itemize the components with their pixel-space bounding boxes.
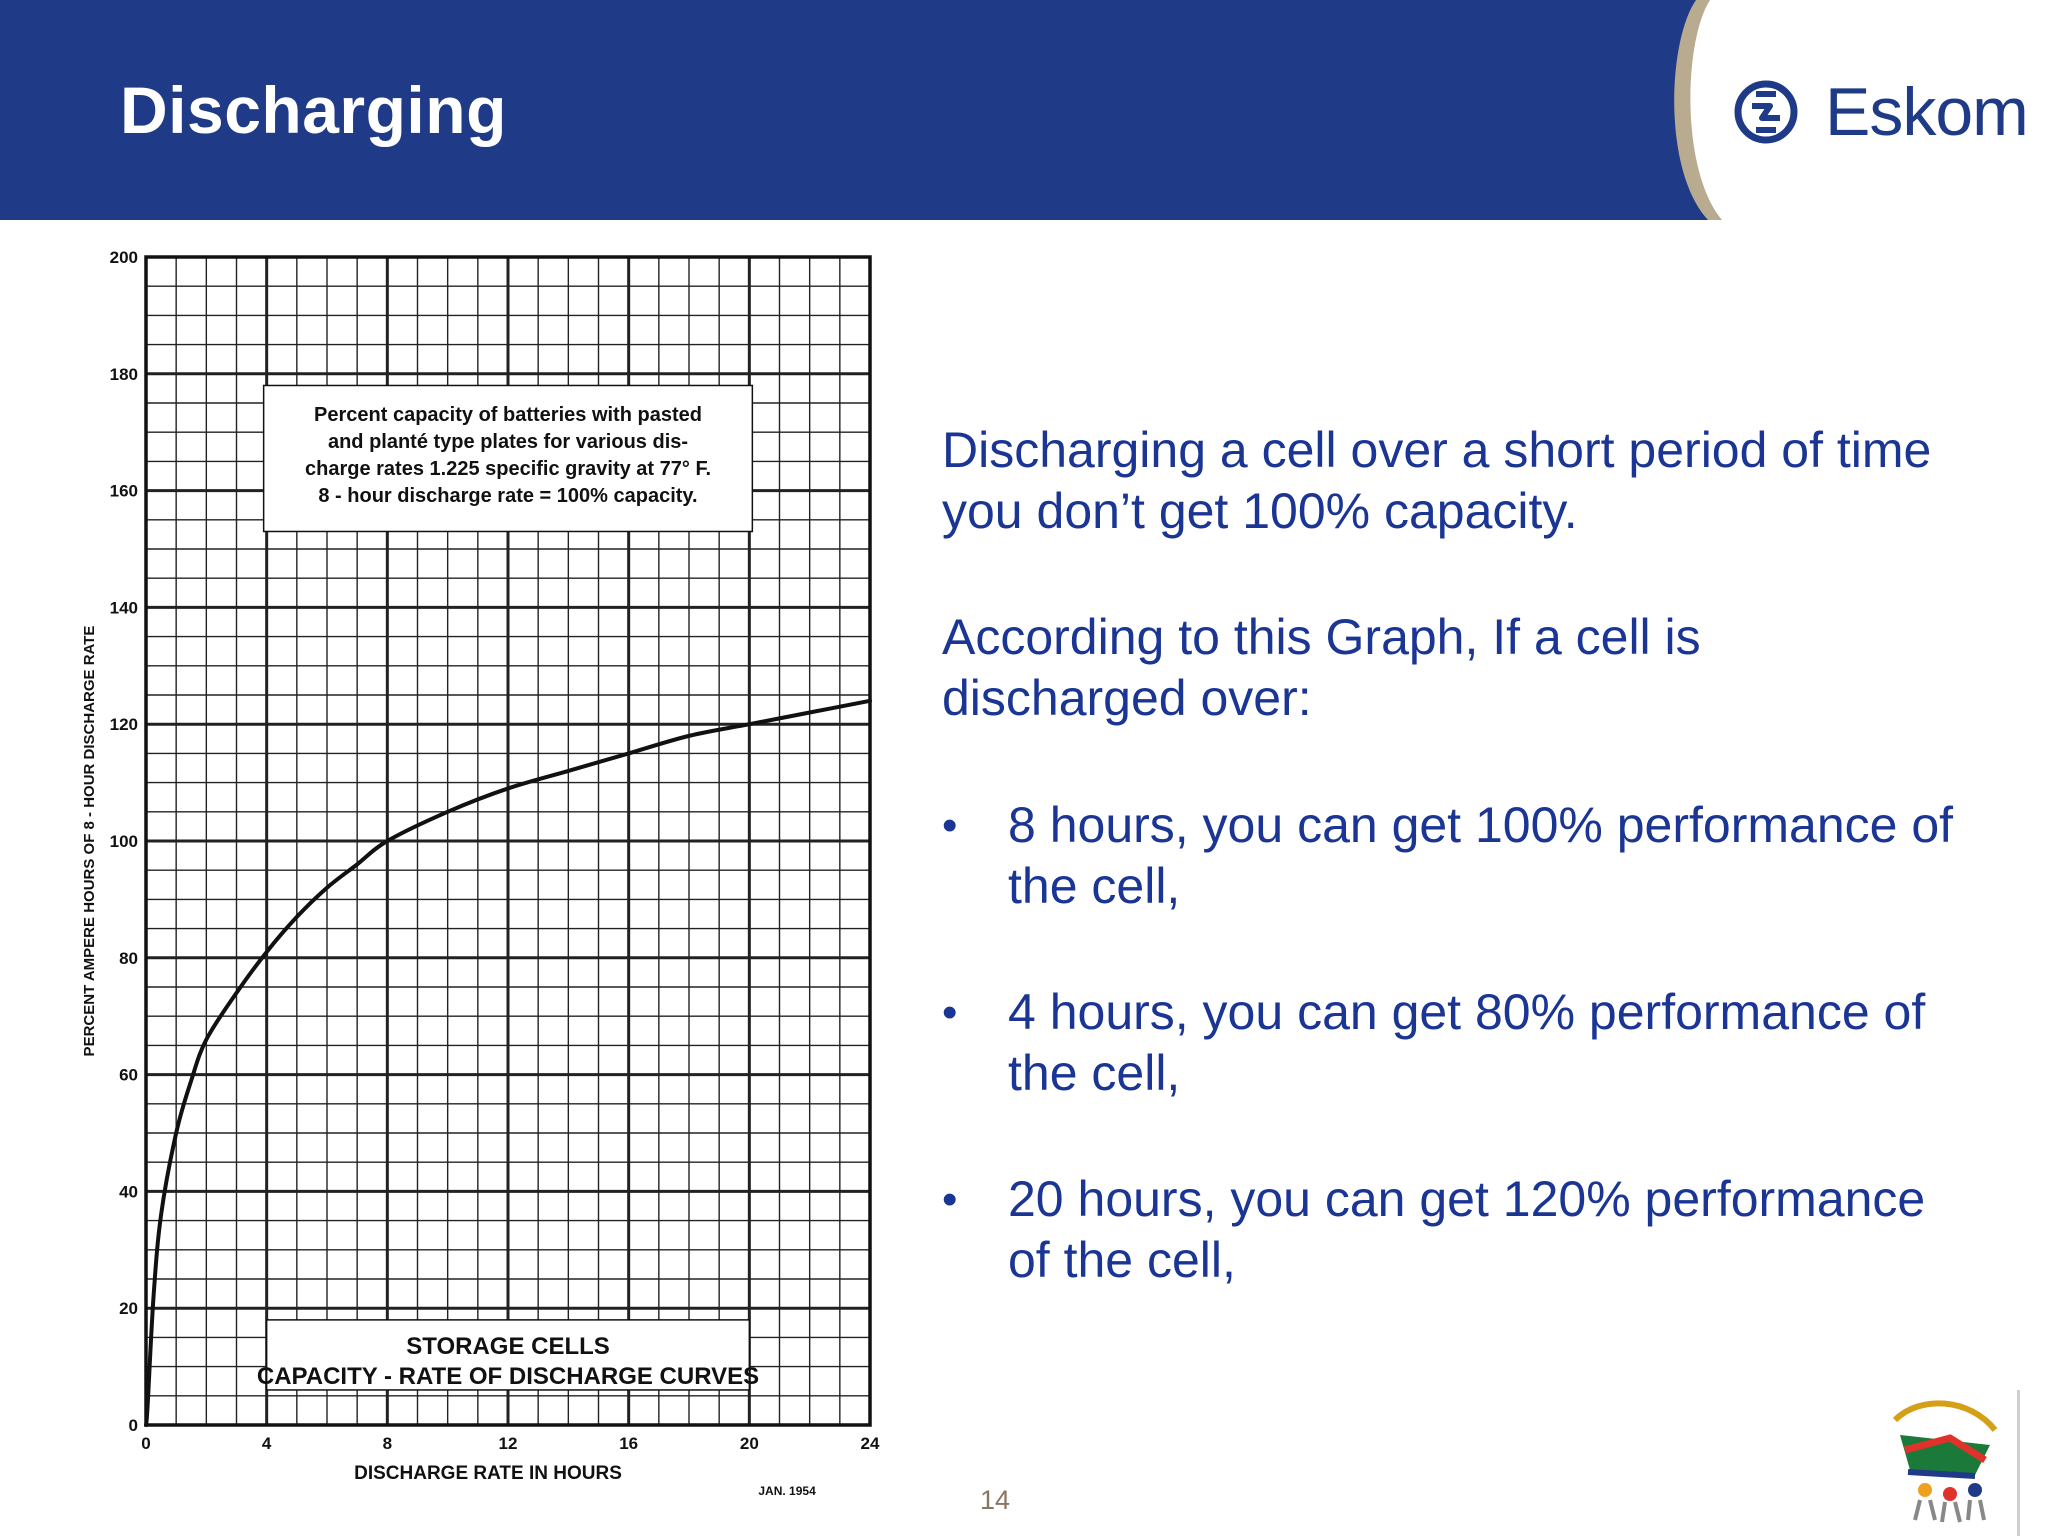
discharge-chart: 0 4 8 12 16 20 24 0 20 40 60 80 100 120 140 160 180 200 P…: [60, 235, 890, 1495]
logo-panel: [1640, 0, 2048, 220]
x-tick-label: 0: [141, 1434, 150, 1453]
x-tick-label: 20: [740, 1434, 759, 1453]
bullet-item: 20 hours, you can get 120% performance o…: [1008, 1171, 1926, 1288]
slide-title: Discharging: [120, 73, 507, 147]
anniversary-logo-icon: [1892, 1400, 1998, 1523]
x-tick-label: 8: [383, 1434, 392, 1453]
page-number: 14: [980, 1485, 1011, 1515]
chart-note-line: and planté type plates for various dis-: [328, 431, 688, 453]
y-axis-label: PERCENT AMPERE HOURS OF 8 - HOUR DISCHAR…: [81, 626, 98, 1057]
chart-note-line: charge rates 1.225 specific gravity at 7…: [305, 458, 711, 480]
chart-svg: 0 4 8 12 16 20 24 0 20 40 60 80 100 120 140 160 180 200 P…: [81, 248, 880, 1495]
y-tick-label: 60: [119, 1066, 138, 1085]
footer-divider: [2017, 1390, 2020, 1536]
chart-note-line: Percent capacity of batteries with paste…: [314, 404, 702, 426]
x-tick-label: 12: [499, 1434, 518, 1453]
intro-paragraph: Discharging a cell over a short period o…: [942, 422, 1932, 539]
y-tick-label: 40: [119, 1182, 138, 1201]
eskom-logo-text: Eskom: [1825, 74, 2029, 150]
bullet-dot: •: [942, 1175, 958, 1224]
chart-title: STORAGE CELLS: [406, 1333, 610, 1360]
chart-title-box: [265, 1319, 751, 1391]
y-tick-label: 140: [110, 598, 138, 617]
chart-subtitle: CAPACITY - RATE OF DISCHARGE CURVES: [257, 1363, 759, 1390]
bullet-dot: •: [942, 988, 958, 1037]
chart-note-line: 8 - hour discharge rate = 100% capacity.: [318, 485, 697, 507]
graph-paragraph: According to this Graph, If a cell is di…: [942, 609, 1701, 726]
y-tick-label: 0: [129, 1416, 138, 1435]
y-tick-label: 120: [110, 715, 138, 734]
bullet-item: 4 hours, you can get 80% performance of …: [1008, 984, 1926, 1101]
x-axis-label: DISCHARGE RATE IN HOURS: [354, 1463, 622, 1484]
x-tick-label: 24: [861, 1434, 880, 1453]
capacity-curve: [144, 698, 872, 1427]
x-tick-label: 16: [619, 1434, 638, 1453]
y-tick-label: 180: [110, 365, 138, 384]
chart-note-box: [262, 384, 754, 533]
plot-frame: [144, 255, 872, 1427]
bullet-dot: •: [942, 801, 958, 850]
y-tick-label: 20: [119, 1299, 138, 1318]
eskom-logo-icon: [1734, 80, 1798, 144]
logo-panel-shape: [1674, 0, 2048, 220]
y-tick-label: 100: [110, 832, 138, 851]
y-tick-label: 160: [110, 482, 138, 501]
x-tick-label: 4: [262, 1434, 272, 1453]
bullet-item: 8 hours, you can get 100% performance of…: [1008, 797, 1954, 914]
y-tick-label: 200: [110, 248, 138, 267]
chart-date-note: JAN. 1954: [758, 1484, 816, 1495]
chart-ticks: 0 4 8 12 16 20 24 0 20 40 60 80 100 120 140 160 180 200: [110, 248, 880, 1453]
y-tick-label: 80: [119, 949, 138, 968]
